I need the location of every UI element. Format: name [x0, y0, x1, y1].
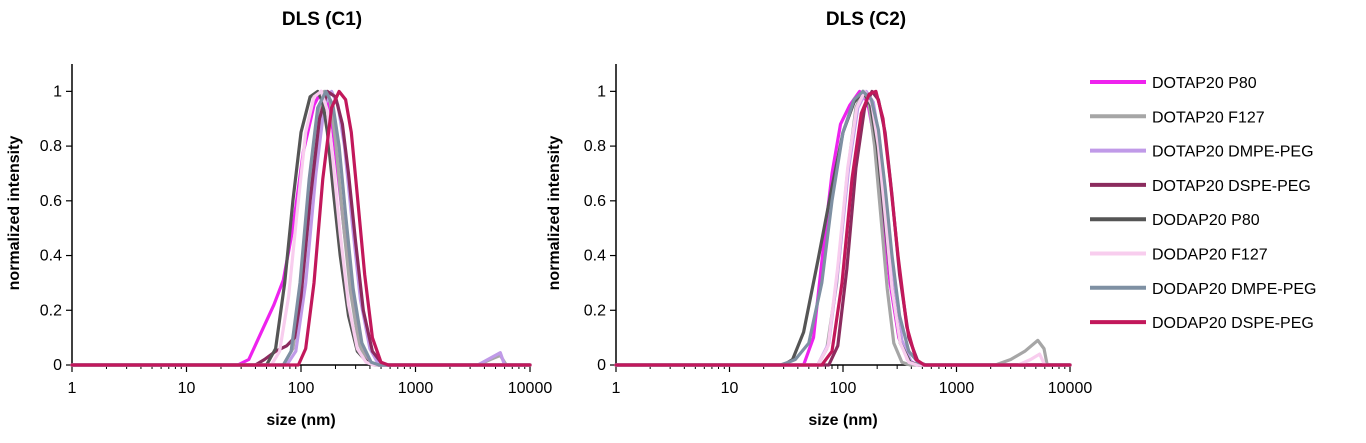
series-line-dodap20-f127 — [614, 89, 1072, 367]
x-tick-label: 100 — [830, 380, 857, 397]
legend-entry-label: DODAP20 DMPE-PEG — [1152, 281, 1316, 298]
chart-c1: DLS (C1) normalized intensity size (nm) … — [6, 9, 552, 429]
series-lines — [70, 89, 532, 367]
series-line-dodap20-dspe-peg — [614, 89, 1072, 367]
chart-c2: DLS (C2) normalized intensity size (nm) … — [546, 9, 1092, 429]
x-tick-label: 100 — [288, 380, 315, 397]
series-line-dodap20-dspe-peg — [70, 89, 532, 367]
y-tick-label: 0.4 — [40, 248, 62, 265]
tick-labels: 0 0.2 0.4 0.6 0.8 1 1 10 100 1000 10000 — [584, 83, 1093, 397]
legend-entry-label: DOTAP20 DMPE-PEG — [1152, 144, 1314, 161]
chart-title: DLS (C1) — [282, 9, 362, 30]
x-tick-label: 10000 — [1048, 380, 1093, 397]
x-tick-label: 1 — [68, 380, 77, 397]
y-axis-label: normalized intensity — [546, 136, 563, 291]
legend-entry-label: DOTAP20 F127 — [1152, 109, 1265, 126]
y-tick-label: 0.8 — [40, 138, 62, 155]
tick-labels: 0 0.2 0.4 0.6 0.8 1 1 10 100 1000 10000 — [40, 83, 553, 397]
y-tick-label: 0.2 — [584, 302, 606, 319]
y-tick-label: 1 — [597, 83, 606, 100]
legend-entry-label: DODAP20 DSPE-PEG — [1152, 315, 1314, 332]
y-tick-label: 1 — [53, 83, 62, 100]
x-tick-label: 10 — [178, 380, 196, 397]
x-axis-label: size (nm) — [266, 412, 335, 429]
legend-entry-label: DODAP20 P80 — [1152, 212, 1260, 229]
x-tick-label: 1000 — [398, 380, 434, 397]
legend: DOTAP20 P80 DOTAP20 F127 DOTAP20 DMPE-PEG D… — [1090, 75, 1316, 332]
legend-entry-label: DOTAP20 DSPE-PEG — [1152, 178, 1311, 195]
x-tick-label: 10000 — [508, 380, 553, 397]
y-tick-label: 0 — [597, 357, 606, 374]
series-line-dodap20-f127 — [70, 89, 532, 367]
series-lines — [614, 89, 1072, 367]
y-tick-label: 0 — [53, 357, 62, 374]
legend-entry-label: DOTAP20 P80 — [1152, 75, 1257, 92]
x-tick-label: 10 — [721, 380, 739, 397]
y-tick-label: 0.2 — [40, 302, 62, 319]
x-tick-label: 1000 — [939, 380, 975, 397]
y-axis-label: normalized intensity — [6, 136, 23, 291]
x-tick-label: 1 — [612, 380, 621, 397]
x-axis-label: size (nm) — [808, 412, 877, 429]
y-tick-label: 0.4 — [584, 248, 606, 265]
chart-title: DLS (C2) — [826, 9, 906, 30]
y-tick-label: 0.6 — [584, 193, 606, 210]
legend-entry-label: DODAP20 F127 — [1152, 247, 1268, 264]
series-line-dodap20-dmpe-peg — [614, 89, 1072, 367]
y-tick-label: 0.8 — [584, 138, 606, 155]
y-tick-label: 0.6 — [40, 193, 62, 210]
